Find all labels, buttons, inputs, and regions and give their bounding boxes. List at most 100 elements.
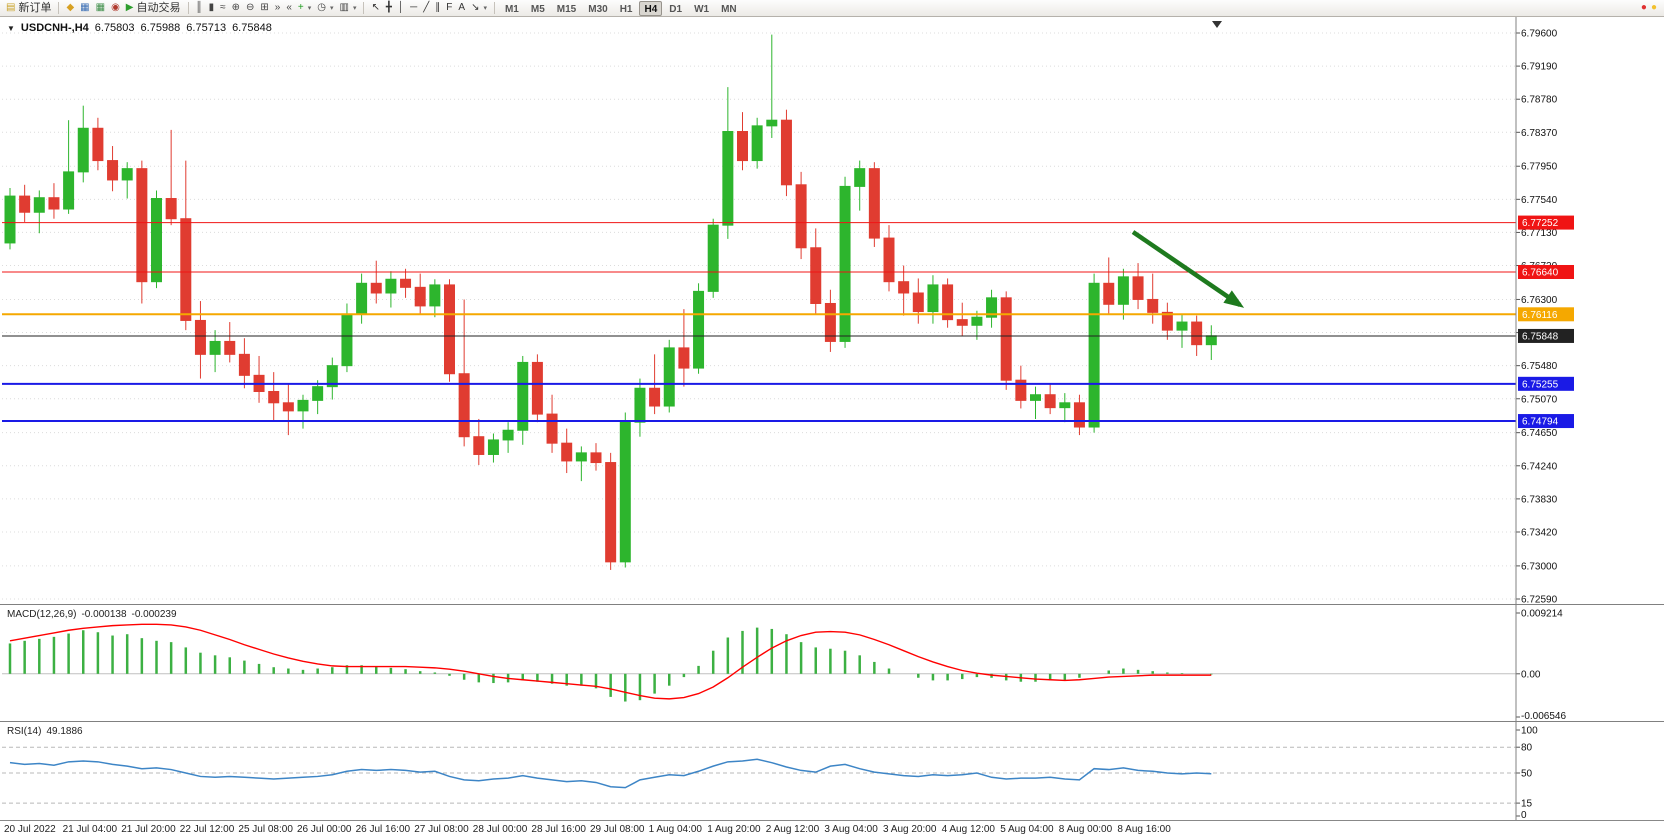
candlestick-chart-icon: ▮ (208, 2, 215, 13)
timeframe-d1-button[interactable]: D1 (669, 3, 683, 15)
price-tag (1518, 414, 1574, 429)
timeframe-m15-button[interactable]: M15 (556, 3, 577, 15)
candle (707, 224, 719, 292)
time-axis-label: 29 Jul 08:00 (590, 824, 645, 835)
time-axis-label: 8 Aug 00:00 (1058, 824, 1113, 835)
channel-icon[interactable]: ∥ (432, 1, 443, 16)
chevron-down-icon: ▾ (352, 4, 357, 12)
rsi-axis-label: 0 (1521, 810, 1527, 820)
timeframe-mn-button[interactable]: MN (721, 3, 737, 15)
tile-windows-icon[interactable]: ⊞ (257, 1, 271, 16)
line-chart-icon[interactable]: ≈ (217, 1, 229, 16)
horizontal-line-icon[interactable]: ─ (407, 1, 420, 16)
chart-shift-icon: « (286, 2, 292, 13)
record-icon[interactable]: ● (1640, 2, 1647, 13)
candle (575, 452, 587, 462)
time-axis-label: 25 Jul 08:00 (238, 824, 293, 835)
auto-trading-button-label: 自动交易 (136, 1, 181, 14)
timeframe-m1-button[interactable]: M1 (504, 3, 519, 15)
vertical-line-icon[interactable]: │ (395, 1, 407, 16)
time-axis-label: 27 Jul 08:00 (414, 824, 469, 835)
data-window-icon[interactable]: ▦ (93, 1, 108, 16)
timeframe-m30-button[interactable]: M30 (588, 3, 608, 15)
macd-name: MACD(12,26,9) (7, 609, 77, 620)
main-price-chart[interactable]: 6.79600 6.79190 6.78780 6.78370 6.77950 6.775… (0, 17, 1664, 605)
bar-chart-icon: ║ (195, 2, 203, 13)
chart-shift-marker[interactable] (1212, 21, 1222, 28)
candle (693, 290, 705, 369)
rsi-axis-label: 50 (1521, 769, 1533, 780)
rsi-name: RSI(14) (7, 726, 42, 737)
chart-header: ▼ USDCNH-,H4 6.75803 6.75988 6.75713 6.7… (7, 22, 272, 34)
mt-logo-icon: ◆ (66, 2, 75, 13)
zoom-out-icon[interactable]: ⊖ (243, 1, 257, 16)
rsi-panel[interactable]: 100 80 50 150 (0, 722, 1664, 820)
indicators-icon[interactable]: + ▾ (295, 1, 314, 16)
candle (634, 387, 646, 423)
crosshair-icon[interactable]: ╋ (383, 1, 395, 16)
candle (356, 282, 368, 315)
candle (63, 171, 75, 210)
candle (487, 439, 499, 455)
text-icon: A (458, 2, 466, 13)
time-axis-label: 26 Jul 00:00 (297, 824, 352, 835)
macd-axis-label: -0.006546 (1521, 711, 1566, 722)
candle (1030, 394, 1041, 401)
candle (956, 319, 968, 326)
candle (737, 131, 748, 162)
timeframe-w1-button[interactable]: W1 (694, 3, 710, 15)
new-order-button-label: 新订单 (18, 1, 52, 14)
price-tag-label: 6.75848 (1522, 331, 1559, 342)
templates-icon: ▥ (339, 2, 349, 13)
candle (1088, 282, 1100, 428)
text-icon[interactable]: A (455, 1, 468, 16)
ohlc-open: 6.75803 (94, 22, 135, 34)
auto-scroll-icon[interactable]: » (272, 1, 284, 16)
market-watch-icon[interactable]: ▦ (77, 1, 92, 16)
candle (590, 452, 602, 464)
candle (824, 302, 836, 342)
candle (722, 131, 734, 226)
mt-logo-icon[interactable]: ◆ (63, 1, 77, 16)
candle (473, 436, 485, 455)
candle (1044, 394, 1056, 409)
time-axis-label: 28 Jul 00:00 (472, 824, 528, 835)
down-trend-arrow[interactable] (1131, 230, 1242, 307)
candle (1000, 297, 1012, 381)
price-axis-label: 6.79600 (1521, 29, 1558, 40)
candle (1103, 282, 1115, 305)
cursor-icon[interactable]: ↖ (368, 1, 382, 16)
periods-icon[interactable]: ◷ ▾ (314, 1, 336, 16)
timeframe-h4-button[interactable]: H4 (639, 0, 663, 16)
candle (107, 160, 119, 181)
time-axis-label: 1 Aug 20:00 (707, 824, 761, 835)
time-axis-label: 28 Jul 16:00 (531, 824, 586, 835)
candle (209, 340, 221, 355)
arrows-icon[interactable]: ↘ ▾ (468, 1, 490, 16)
zoom-in-icon[interactable]: ⊕ (229, 1, 243, 16)
candlestick-chart-icon[interactable]: ▮ (206, 1, 218, 16)
templates-icon[interactable]: ▥ ▾ (337, 1, 360, 16)
toolbar-separator (363, 2, 365, 14)
new-order-button[interactable]: ▤ 新订单 (3, 1, 54, 16)
time-axis[interactable]: 20 Jul 2022 21 Jul 04:00 21 Jul 20:00 22 Ju… (0, 820, 1664, 837)
fibonacci-icon[interactable]: F (443, 1, 455, 16)
symbol-dropdown-icon[interactable]: ▼ (7, 23, 15, 33)
navigator-icon[interactable]: ◉ (108, 1, 123, 16)
macd-panel[interactable]: 0.009214 0.00 -0.006546 (0, 605, 1664, 722)
candle (1176, 321, 1188, 331)
price-tag (1518, 328, 1574, 343)
chart-shift-icon[interactable]: « (283, 1, 295, 16)
auto-trading-button[interactable]: ▶ 自动交易 (123, 1, 184, 16)
channel-icon: ∥ (435, 2, 441, 13)
timeframe-m5-button[interactable]: M5 (530, 3, 545, 15)
price-tag-label: 6.76116 (1522, 310, 1558, 321)
auto-trading-icon: ▶ (125, 2, 134, 13)
alert-icon[interactable]: ● (1650, 2, 1657, 13)
bar-chart-icon[interactable]: ║ (193, 1, 206, 16)
timeframe-h1-button[interactable]: H1 (619, 3, 633, 15)
candle (92, 127, 104, 162)
time-axis-label: 5 Aug 04:00 (1000, 824, 1054, 835)
candle (971, 316, 983, 326)
trendline-icon[interactable]: ╱ (420, 1, 432, 16)
